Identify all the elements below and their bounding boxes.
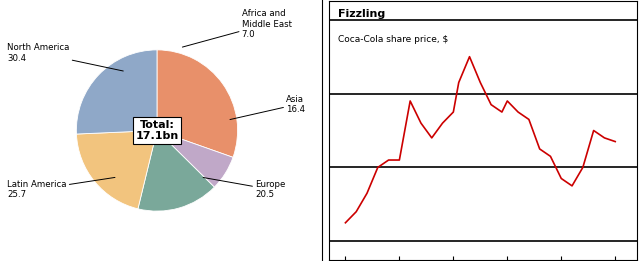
Wedge shape <box>157 130 233 187</box>
Text: Coca-Cola share price, $: Coca-Cola share price, $ <box>339 35 449 44</box>
Wedge shape <box>76 130 157 209</box>
Text: Latin America
25.7: Latin America 25.7 <box>7 177 115 199</box>
Text: Total:
17.1bn: Total: 17.1bn <box>136 120 179 141</box>
Text: Africa and
Middle East
7.0: Africa and Middle East 7.0 <box>182 9 292 47</box>
Wedge shape <box>76 50 157 134</box>
Wedge shape <box>138 130 214 211</box>
Text: Fizzling: Fizzling <box>339 9 386 19</box>
FancyBboxPatch shape <box>0 0 323 261</box>
Wedge shape <box>157 50 237 157</box>
Text: Europe
20.5: Europe 20.5 <box>203 177 285 199</box>
Text: North America
30.4: North America 30.4 <box>7 43 124 71</box>
Text: Asia
16.4: Asia 16.4 <box>230 95 305 120</box>
